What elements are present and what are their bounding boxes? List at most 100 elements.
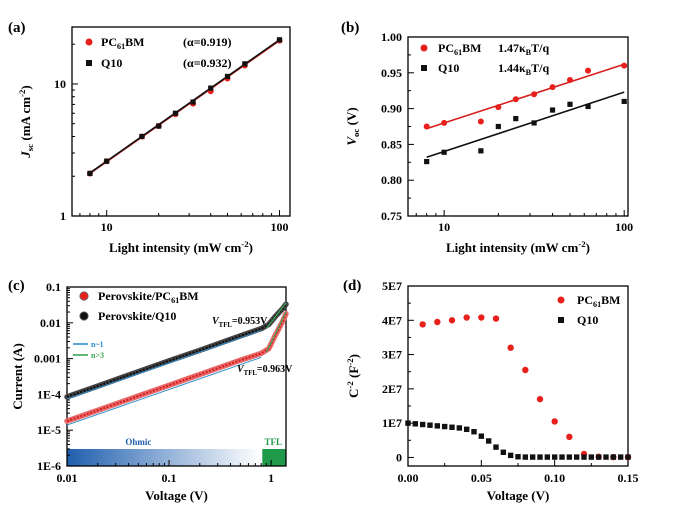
y-tick-label: 0.80 [381, 173, 402, 187]
vtfl-annotation-part: V [212, 316, 220, 327]
legend-note-part: (α=0.932) [183, 56, 232, 70]
y-tick-label-part: 1E7 [382, 416, 402, 430]
data-point-pc61bm [477, 118, 484, 125]
slope-fit-n1 [66, 330, 262, 400]
plot-frame [66, 286, 287, 467]
data-point-q10 [551, 454, 558, 460]
data-point-q10 [513, 116, 519, 122]
legend-note: (α=0.932) [183, 56, 232, 70]
legend-label-part: BM [179, 289, 198, 303]
vtfl-annotation-part: TFL [244, 370, 258, 377]
legend-label: Perovskite/Q10 [98, 309, 176, 323]
data-point-q10 [625, 454, 631, 460]
legend-label: Q10 [577, 313, 598, 327]
y-axis-label-part: Current (A) [10, 343, 25, 410]
data-point-q10 [603, 454, 609, 460]
y-tick-label-part: 0.85 [381, 137, 402, 151]
x-tick-label-part: 100 [271, 220, 289, 234]
data-point-q10 [500, 449, 507, 455]
legend-label-part: Perovskite/PC [98, 289, 171, 303]
legend-label-part: PC [577, 293, 593, 307]
legend-label-part: 61 [593, 300, 601, 309]
y-tick-label: 10 [54, 77, 66, 91]
legend-note-part: B [526, 48, 532, 57]
panel-label-part: (a) [8, 20, 26, 36]
y-tick-label-part: 3E7 [382, 348, 402, 362]
y-axis-label: Jsc (mA cm-2) [17, 85, 35, 159]
iv-curve [66, 313, 288, 423]
y-axis-label: Current (A) [10, 343, 25, 410]
x-tick-label: 1 [268, 471, 274, 485]
y-tick-label-part: 0.80 [381, 173, 402, 187]
y-axis-label-part: J [18, 151, 33, 159]
x-axis-label: Voltage (V) [487, 488, 550, 503]
x-tick-label-part: 0.00 [398, 471, 419, 485]
legend-label-part: 61 [171, 296, 179, 305]
legend-label-part: PC [438, 41, 454, 55]
y-tick-label: 0.90 [381, 102, 402, 116]
y-axis-label: C-2 (F-2) [345, 354, 361, 398]
legend-marker [79, 311, 89, 321]
data-point-pc61bm [495, 104, 502, 111]
data-point-pc61bm [621, 62, 628, 69]
data-point-q10 [621, 98, 627, 105]
data-point-pc61bm [423, 123, 430, 130]
data-point-pc61bm [531, 91, 538, 98]
data-point-q10 [522, 454, 529, 460]
data-point-q10 [478, 148, 484, 154]
panel-label: (d) [343, 278, 361, 294]
y-tick-label: 0.1 [46, 280, 61, 294]
data-point-pc61bm [522, 366, 529, 374]
legend-note-part: (α=0.919) [183, 35, 232, 49]
data-point-q10 [566, 454, 573, 460]
x-tick-label-part: 1 [268, 471, 274, 485]
data-point-q10 [156, 123, 162, 129]
y-tick-label: 1E-4 [37, 387, 61, 401]
data-point-q10 [190, 99, 196, 105]
y-axis-label-part: oc [351, 129, 361, 137]
data-point-q10 [507, 452, 514, 459]
y-tick-label-part: 1 [60, 209, 66, 223]
data-point-q10 [224, 73, 231, 80]
y-tick-label-part: 4E7 [382, 313, 402, 327]
slope-fit-n1 [66, 356, 262, 426]
y-axis-label-part: ) [18, 85, 33, 89]
legend-label: PC61BM [577, 293, 621, 309]
fit-line [426, 63, 625, 130]
data-point-pc61bm [507, 344, 514, 351]
y-tick-label-part: 1E-6 [37, 459, 61, 473]
x-tick-label-part: 0.10 [544, 471, 565, 485]
legend-marker [557, 296, 565, 304]
x-axis-label-part: Light intensity (mW cm [109, 240, 241, 255]
data-point-q10 [172, 110, 179, 116]
legend-label-part: Perovskite/Q10 [98, 309, 176, 323]
y-axis-label-part: (F [346, 366, 361, 382]
data-point-q10 [463, 426, 470, 433]
x-tick-label: 0.15 [618, 471, 639, 485]
data-point-q10 [617, 454, 624, 460]
data-point-pc61bm [448, 317, 456, 324]
fit-line [426, 91, 625, 159]
legend-label-part: Q10 [577, 313, 598, 327]
legend-label-part: PC [101, 35, 117, 49]
x-tick-label: 0.00 [398, 471, 419, 485]
y-tick-label: 1 [60, 209, 66, 223]
data-point-pc61bm [585, 67, 592, 74]
panel-label-part: (c) [8, 278, 25, 294]
data-point-pc61bm [512, 96, 519, 103]
data-point-q10 [585, 103, 591, 110]
ohmic-label-part: Ohmic [125, 437, 151, 447]
data-point-q10 [471, 429, 477, 435]
y-tick-label: 4E7 [382, 313, 402, 327]
y-tick-label: 0 [396, 450, 402, 464]
y-tick-label: 0.01 [40, 316, 61, 330]
data-point-q10 [424, 158, 430, 165]
legend-marker [86, 60, 92, 66]
legend-label-part: 61 [117, 42, 125, 51]
legend-marker [558, 317, 564, 323]
data-point-q10 [610, 454, 617, 460]
legend-note: (α=0.919) [183, 35, 232, 49]
y-tick-label-part: 0.01 [40, 316, 61, 330]
data-point-pc61bm [463, 314, 470, 321]
